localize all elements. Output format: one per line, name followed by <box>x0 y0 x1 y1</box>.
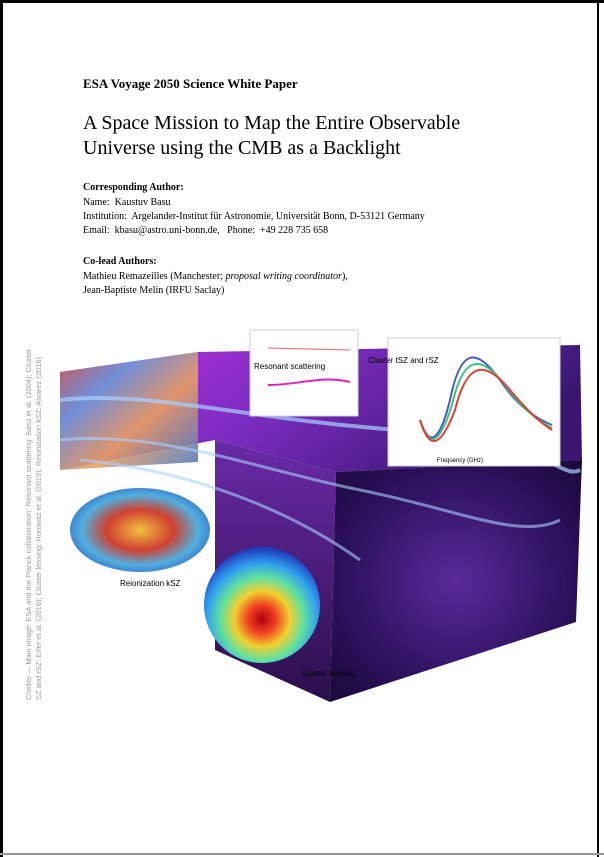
credits: SZ and rSZ: Erler et al. (2018); Cluster… <box>34 356 43 700</box>
figure-label: Reionization kSZ <box>120 579 181 588</box>
figure-label: Cluster lensing <box>302 669 355 678</box>
inset-label: Resonant scattering <box>254 362 325 371</box>
inset-chart <box>250 330 358 416</box>
cmb-panel <box>60 352 198 470</box>
axis-label: Frequency (GHz) <box>437 458 483 464</box>
lensing-map <box>204 547 320 663</box>
reionization-map <box>70 488 210 572</box>
credits: Credits — Main image: ESA and the Planck… <box>24 348 33 700</box>
slab-side <box>330 460 582 702</box>
inset-label: Cluster tSZ and rSZ <box>368 356 439 365</box>
cover-figure: Resonant scattering Cluster tSZ and rSZ … <box>0 0 604 857</box>
document-page: ESA Voyage 2050 Science White Paper A Sp… <box>0 0 604 857</box>
